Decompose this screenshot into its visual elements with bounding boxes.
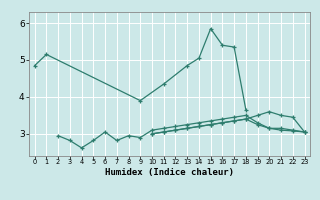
X-axis label: Humidex (Indice chaleur): Humidex (Indice chaleur) xyxy=(105,168,234,177)
